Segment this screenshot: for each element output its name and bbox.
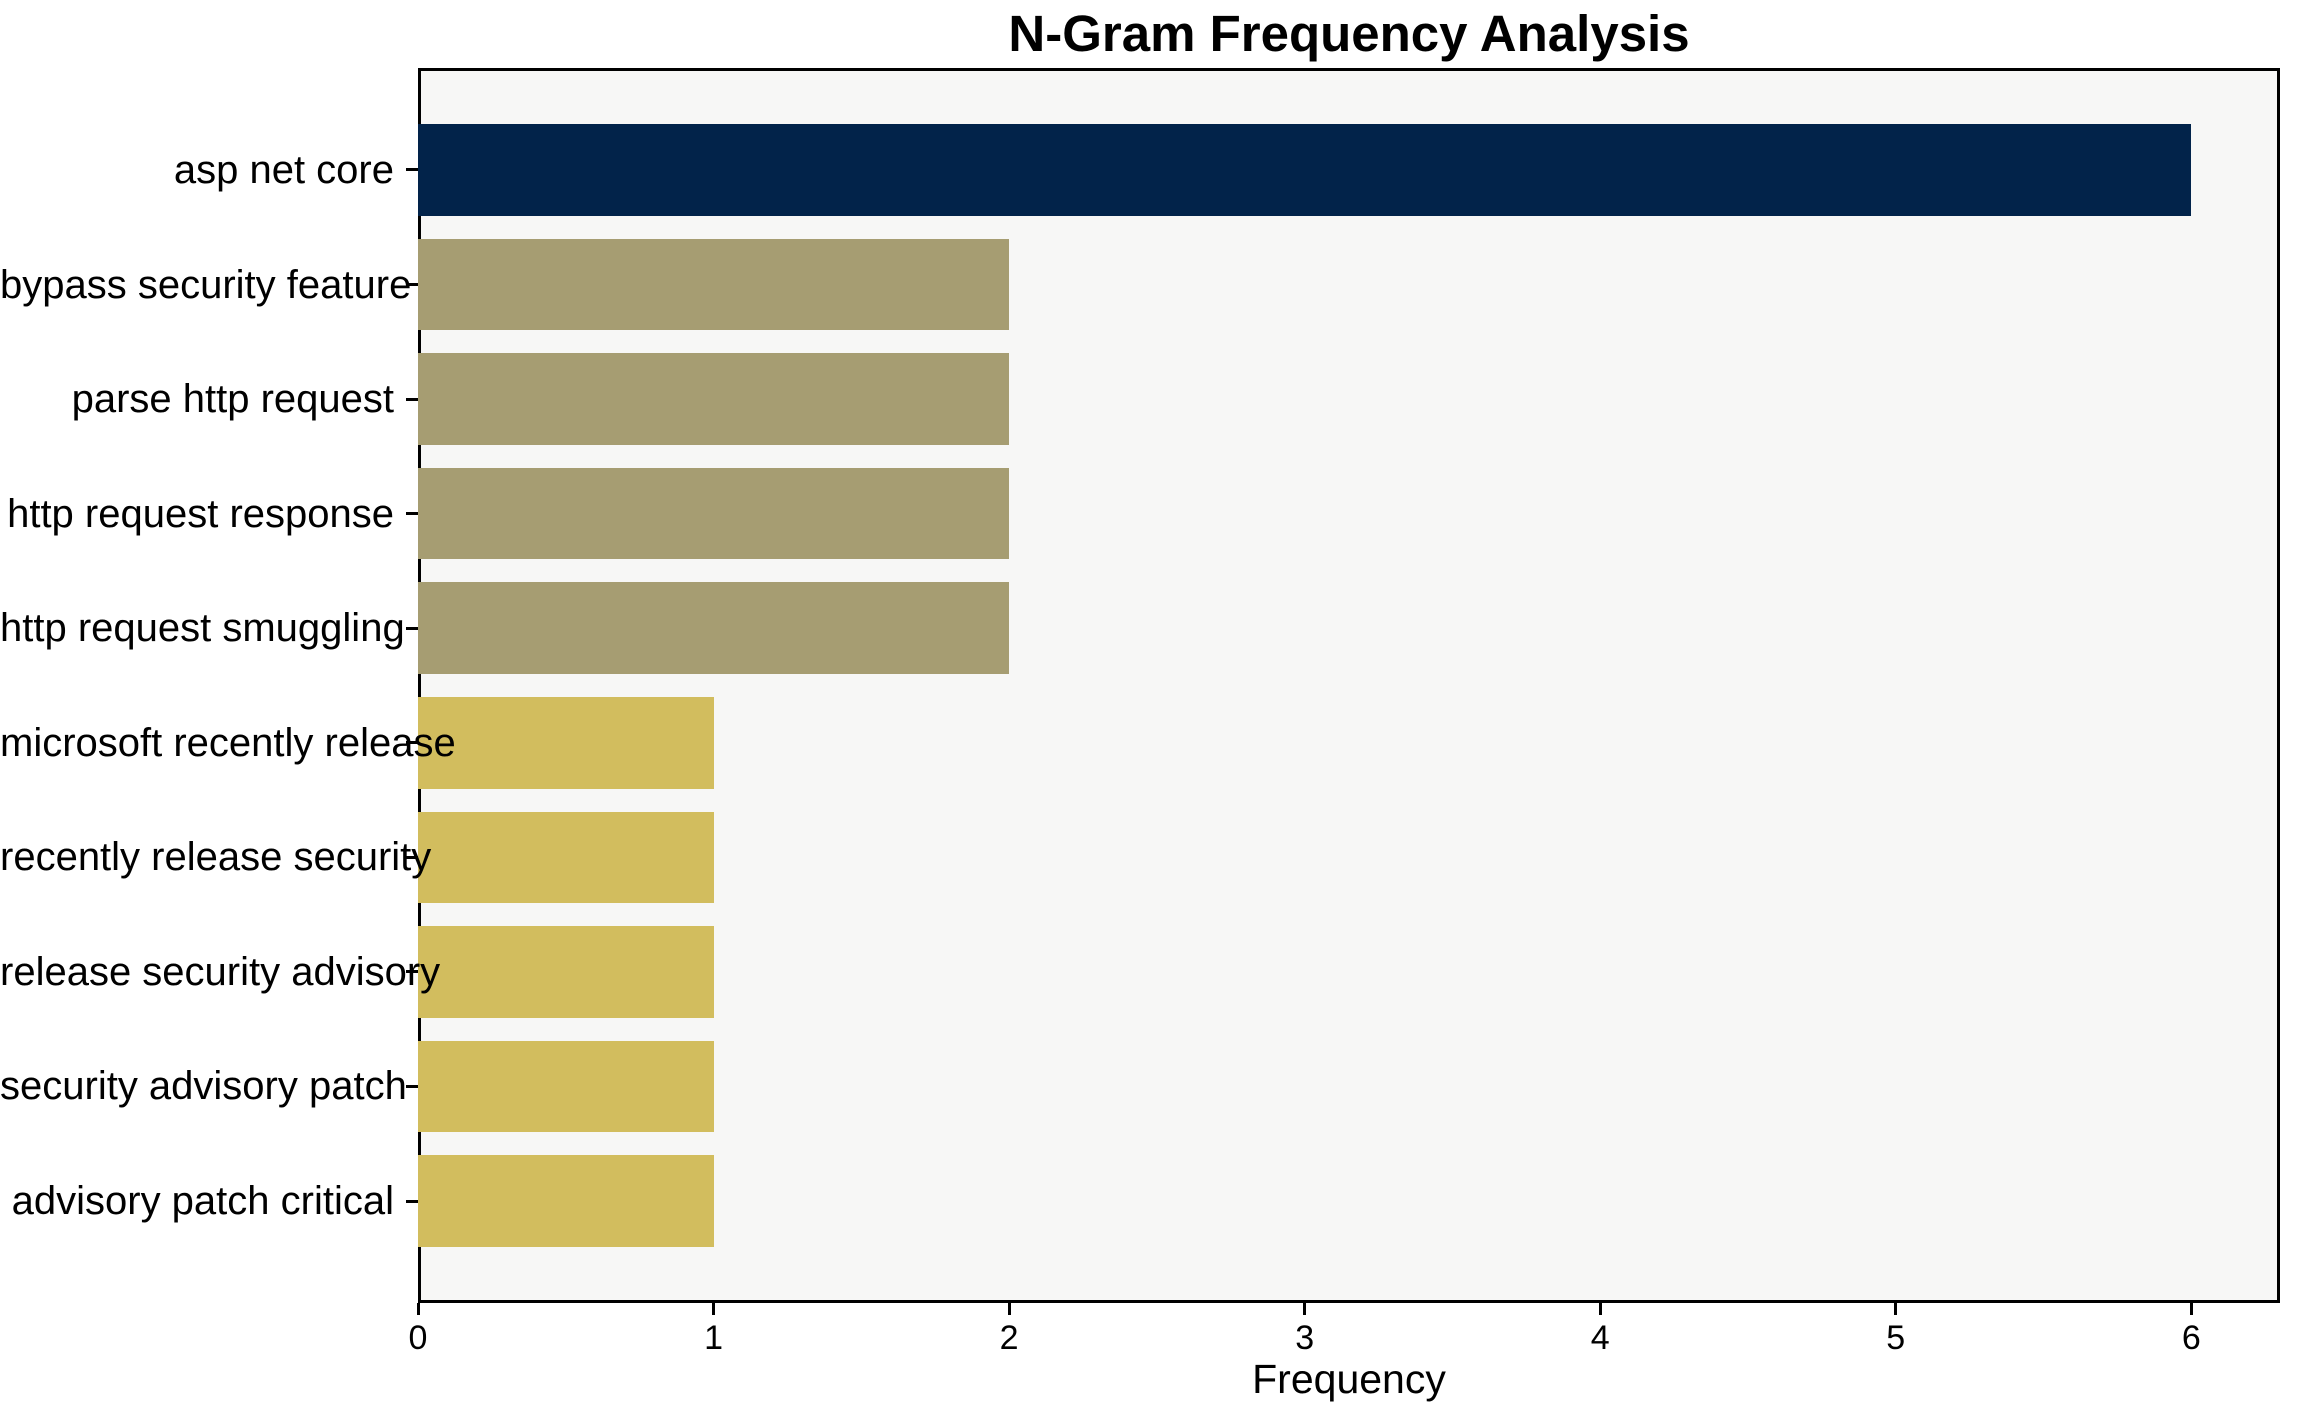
bar (418, 124, 2192, 216)
bar (418, 353, 1010, 445)
y-tick-label: microsoft recently release (0, 720, 456, 765)
y-tick-label: http request response (7, 491, 394, 536)
x-tick-label: 3 (1295, 1319, 1315, 1357)
y-tick-label: recently release security (0, 835, 432, 880)
bar (418, 1155, 714, 1247)
y-tick-label: parse http request (71, 377, 394, 422)
y-tick-mark (406, 626, 418, 630)
x-tick-label: 1 (704, 1319, 723, 1357)
bar (418, 696, 714, 789)
x-tick-mark (416, 1303, 420, 1315)
y-tick-mark (406, 168, 418, 172)
y-tick-label: advisory patch critical (11, 1179, 394, 1224)
x-tick-mark (1598, 1303, 1602, 1315)
y-tick-label: http request smuggling (0, 606, 405, 651)
bar (418, 582, 1010, 675)
bar (418, 1040, 714, 1133)
x-axis-label: Frequency (1252, 1356, 1446, 1402)
y-tick-mark (406, 1199, 418, 1203)
y-tick-mark (406, 397, 418, 401)
y-tick-label: asp net core (173, 147, 394, 192)
bar (418, 238, 1010, 331)
y-tick-mark (406, 855, 418, 859)
y-tick-label: bypass security feature (0, 262, 412, 307)
y-tick-mark (406, 741, 418, 745)
x-tick-mark (2189, 1303, 2193, 1315)
x-tick-mark (712, 1303, 716, 1315)
x-tick-mark (1303, 1303, 1307, 1315)
x-tick-label: 5 (1886, 1319, 1906, 1357)
x-tick-label: 2 (999, 1319, 1019, 1357)
bar (418, 811, 714, 904)
x-tick-mark (1007, 1303, 1011, 1315)
y-tick-mark (406, 512, 418, 516)
chart-title: N-Gram Frequency Analysis (1008, 5, 1690, 62)
x-tick-label: 0 (408, 1319, 428, 1357)
y-tick-mark (406, 970, 418, 974)
x-tick-label: 4 (1590, 1319, 1610, 1357)
y-tick-mark (406, 1084, 418, 1088)
y-tick-label: security advisory patch (0, 1064, 407, 1109)
bar (418, 926, 714, 1018)
x-tick-label: 6 (2181, 1319, 2201, 1357)
x-tick-mark (1894, 1303, 1898, 1315)
y-tick-label: release security advisory (0, 949, 441, 994)
bar (418, 467, 1010, 560)
y-tick-mark (406, 283, 418, 287)
